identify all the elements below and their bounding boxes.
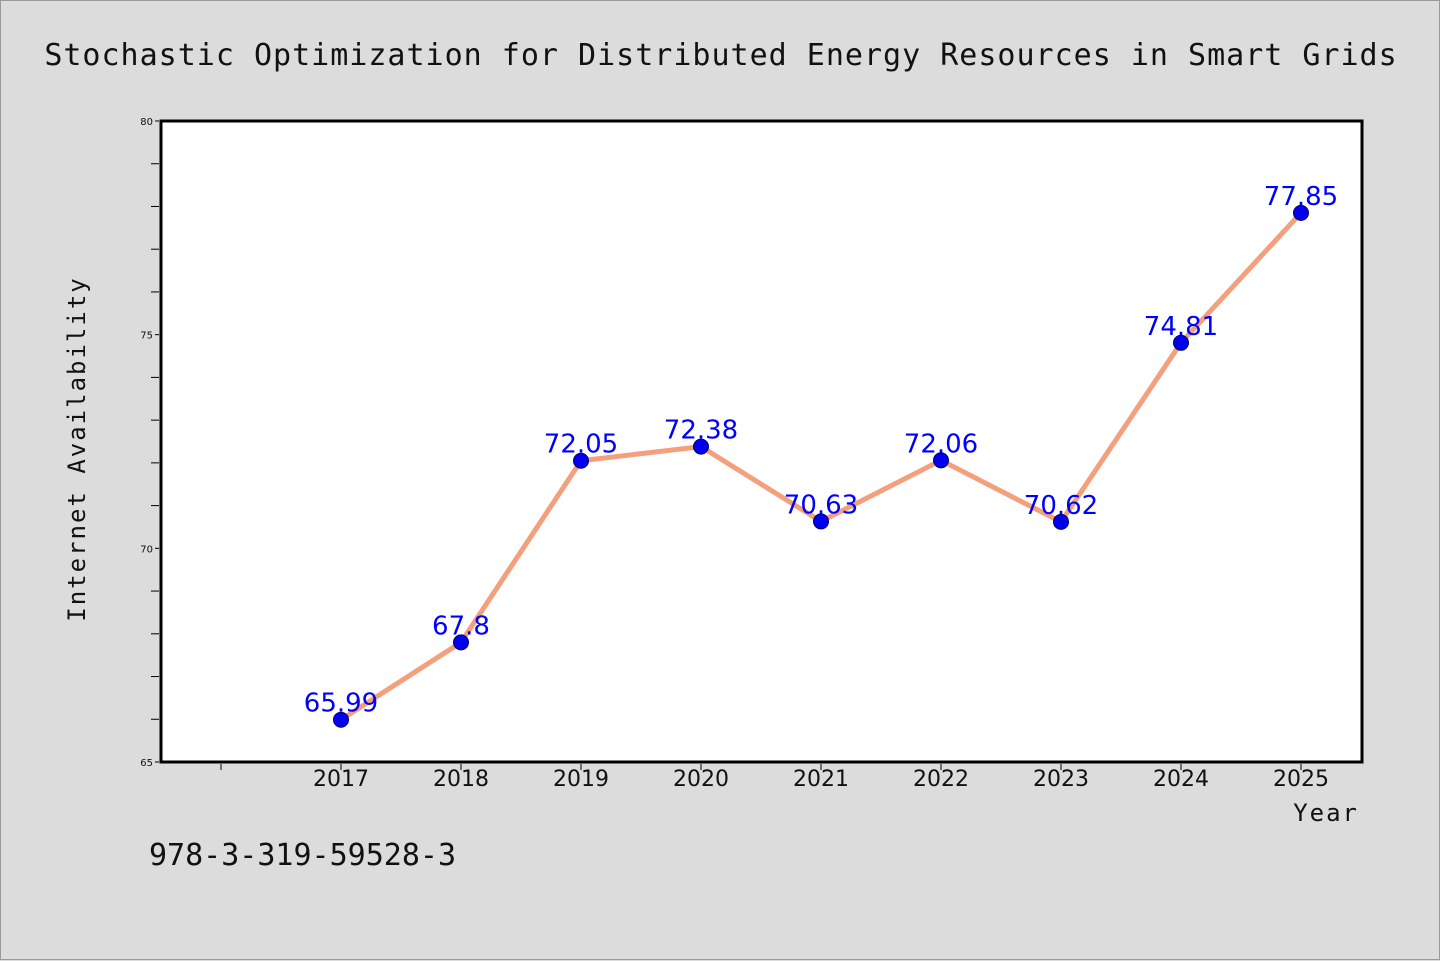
data-label: 72.05 [544, 430, 618, 460]
y-tick-label: 75 [140, 331, 153, 342]
x-axis-label: Year [1293, 799, 1359, 827]
y-axis-label: Internet Availability [63, 276, 91, 621]
data-point-marker [333, 711, 349, 728]
x-tick-label: 2021 [793, 767, 849, 792]
y-tick-label: 80 [140, 117, 153, 128]
data-label: 65.99 [304, 689, 378, 719]
data-label: 70.62 [1024, 491, 1098, 521]
data-label: 74.81 [1144, 312, 1218, 342]
data-point-marker [933, 452, 949, 469]
x-tick-label: 2024 [1153, 767, 1209, 792]
x-tick-label: 2020 [673, 767, 729, 792]
footer-isbn: 978-3-319-59528-3 [149, 838, 456, 873]
data-point-marker [1293, 204, 1309, 221]
data-point-marker [453, 634, 469, 651]
data-label: 72.06 [904, 429, 978, 459]
y-tick-label: 70 [140, 544, 153, 555]
y-tick-label: 65 [140, 758, 153, 769]
x-tick-label: 2017 [313, 767, 369, 792]
data-point-marker [1053, 513, 1069, 530]
data-point-marker [813, 513, 829, 530]
x-tick-label: 2018 [433, 767, 489, 792]
data-label: 70.63 [784, 490, 858, 520]
data-point-marker [573, 452, 589, 469]
x-tick-label: 2022 [913, 767, 969, 792]
x-tick-label: 2025 [1273, 767, 1329, 792]
data-point-marker [693, 438, 709, 455]
data-points [333, 204, 1309, 728]
data-point-marker [1173, 334, 1189, 351]
x-tick-label: 2023 [1033, 767, 1089, 792]
plot-area [159, 119, 1364, 764]
data-labels: 65.99 67.8 72.05 72.38 70.63 72.06 70.62 74.81 7… [304, 182, 1338, 719]
x-tick-label: 2019 [553, 767, 609, 792]
y-axis-ticks: 65 70 75 80 [140, 117, 159, 769]
x-axis-ticks: 2017 2018 2019 2020 2021 2022 2023 2024 2025 [220, 764, 1329, 792]
data-label: 72.38 [664, 416, 738, 446]
data-label: 67.8 [432, 611, 490, 641]
chart-title: Stochastic Optimization for Distributed … [44, 38, 1397, 73]
data-label: 77.85 [1264, 182, 1338, 212]
